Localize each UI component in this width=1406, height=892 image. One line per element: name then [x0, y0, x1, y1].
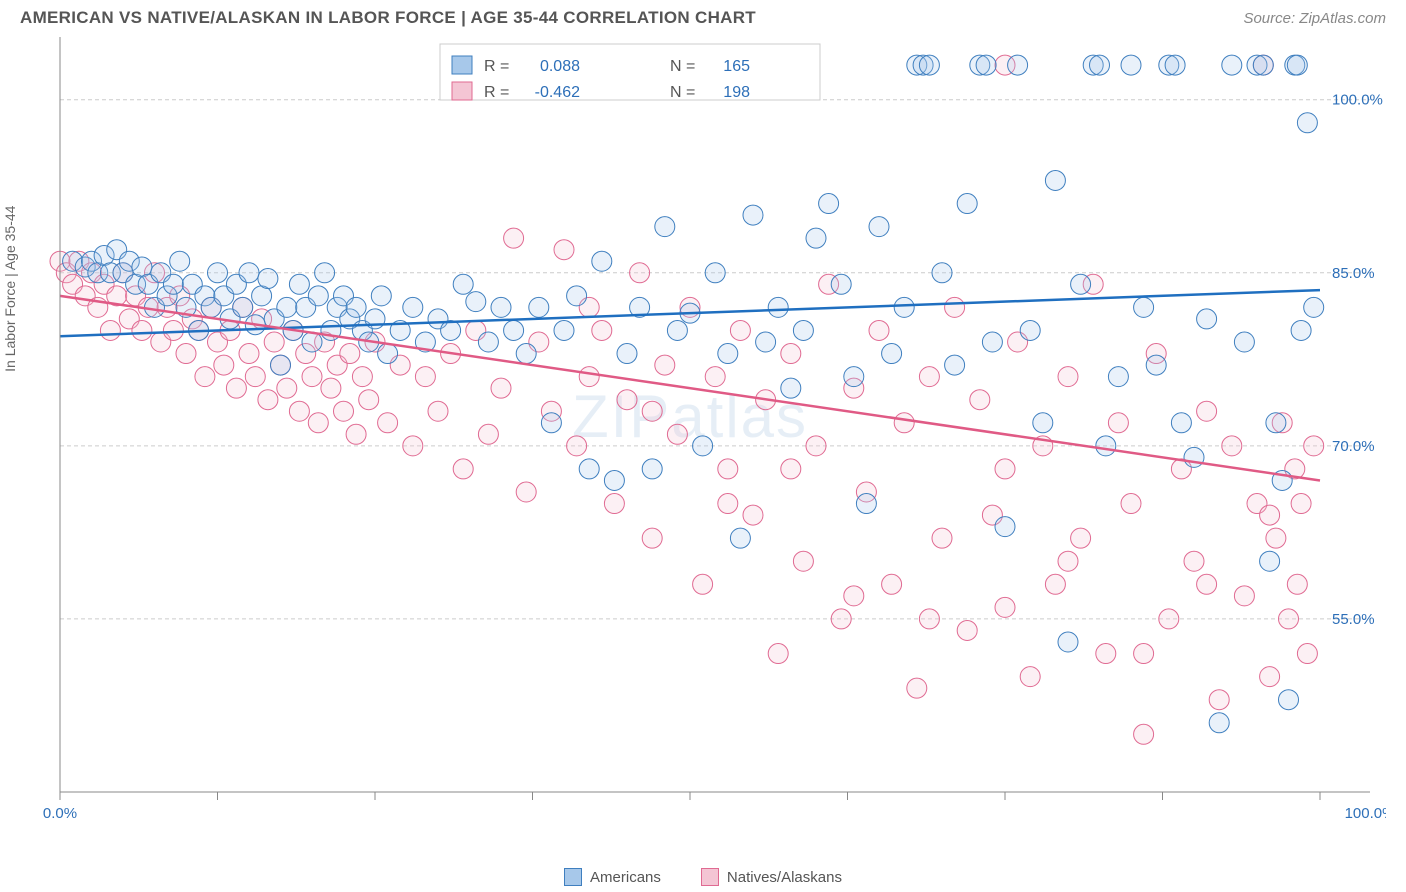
svg-text:100.0%: 100.0% — [1332, 92, 1383, 109]
svg-text:0.0%: 0.0% — [43, 805, 77, 822]
legend-label-americans: Americans — [590, 869, 661, 886]
svg-text:N =: N = — [670, 58, 695, 75]
svg-text:R =: R = — [484, 84, 509, 101]
svg-text:R =: R = — [484, 58, 509, 75]
svg-text:55.0%: 55.0% — [1332, 611, 1375, 628]
svg-text:85.0%: 85.0% — [1332, 265, 1375, 282]
scatter-chart: 55.0%70.0%85.0%100.0%ZIPatlas0.0%100.0%R… — [20, 32, 1386, 862]
legend-item-americans: Americans — [564, 868, 661, 886]
svg-text:165: 165 — [723, 58, 750, 75]
svg-text:-0.462: -0.462 — [535, 84, 580, 101]
legend-swatch-americans — [564, 868, 582, 886]
svg-text:0.088: 0.088 — [540, 58, 580, 75]
svg-text:100.0%: 100.0% — [1345, 805, 1386, 822]
svg-text:198: 198 — [723, 84, 750, 101]
svg-text:N =: N = — [670, 84, 695, 101]
chart-source: Source: ZipAtlas.com — [1243, 10, 1386, 27]
chart-container: In Labor Force | Age 35-44 55.0%70.0%85.… — [20, 32, 1386, 862]
y-axis-label: In Labor Force | Age 35-44 — [2, 206, 18, 372]
legend-swatch-natives — [701, 868, 719, 886]
svg-text:70.0%: 70.0% — [1332, 438, 1375, 455]
legend-label-natives: Natives/Alaskans — [727, 869, 842, 886]
legend-bottom: Americans Natives/Alaskans — [0, 862, 1406, 886]
chart-title: AMERICAN VS NATIVE/ALASKAN IN LABOR FORC… — [20, 8, 756, 28]
legend-item-natives: Natives/Alaskans — [701, 868, 842, 886]
